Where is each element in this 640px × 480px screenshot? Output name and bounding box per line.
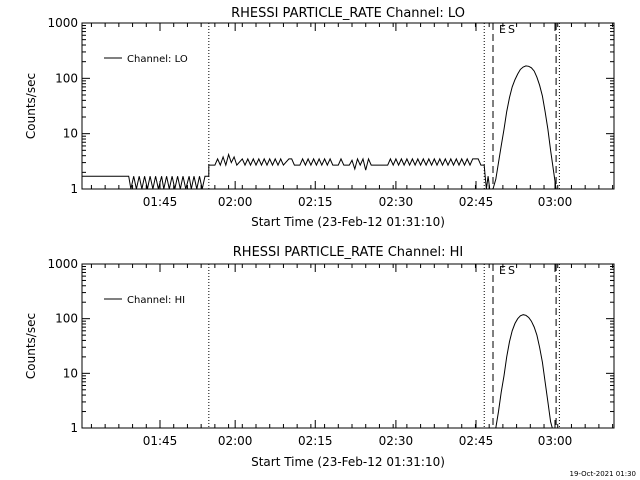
footer-date: 19-Oct-2021 01:30	[570, 470, 636, 478]
panel-hi-ticks: 1 10 100 1000 01:45 02:00 02:15 02:30 02:45 03:00	[47, 257, 614, 448]
panel-lo-ticks: 1 10 100 1000 01:45 02:00 02:15 02:30 02:45 03:00	[47, 16, 614, 209]
legend-label-channel-lo: Channel: LO	[127, 54, 188, 65]
x-tick-label-lo: 02:30	[379, 195, 414, 209]
panel-lo-frame	[81, 22, 615, 190]
annotation-s-lo: S	[508, 23, 515, 36]
x-tick-label-hi: 01:45	[143, 434, 178, 448]
x-tick-label-lo: 02:00	[218, 195, 253, 209]
y-tick-label-lo: 100	[55, 71, 78, 85]
panel-lo-xlabel: Start Time (23-Feb-12 01:31:10)	[251, 215, 445, 229]
x-tick-label-lo: 02:15	[298, 195, 333, 209]
x-tick-label-hi: 02:00	[218, 434, 253, 448]
x-tick-label-hi: 02:15	[298, 434, 333, 448]
x-tick-label-lo: 01:45	[143, 195, 178, 209]
y-tick-label-hi: 1000	[47, 257, 78, 271]
panel-lo-ylabel: Counts/sec	[24, 73, 38, 139]
panel-lo-annotation-lines	[208, 23, 560, 189]
panel-lo: RHESSI PARTICLE_RATE Channel: LO 1101001…	[24, 6, 615, 229]
y-tick-label-lo: 1	[70, 182, 78, 196]
x-tick-label-hi: 03:00	[538, 434, 573, 448]
x-tick-label-lo: 02:45	[459, 195, 494, 209]
x-tick-label-hi: 02:45	[459, 434, 494, 448]
y-tick-label-hi: 100	[55, 312, 78, 326]
y-tick-label-lo: 1000	[47, 16, 78, 30]
y-tick-label-lo: 10	[63, 127, 78, 141]
y-tick-label-hi: 10	[63, 366, 78, 380]
panel-hi-frame	[81, 263, 615, 429]
annotation-s-hi: S	[508, 264, 515, 277]
panel-lo-title: RHESSI PARTICLE_RATE Channel: LO	[231, 6, 465, 21]
panel-hi-title: RHESSI PARTICLE_RATE Channel: HI	[233, 245, 463, 260]
panel-hi-annotation-lines	[208, 264, 560, 428]
panel-hi-xlabel: Start Time (23-Feb-12 01:31:10)	[251, 455, 445, 469]
series-line-channel-lo	[82, 65, 557, 190]
panel-hi-ylabel: Counts/sec	[24, 313, 38, 379]
legend-label-channel-hi: Channel: HI	[127, 295, 185, 306]
annotation-e-lo: E	[499, 23, 506, 36]
panel-hi: RHESSI PARTICLE_RATE Channel: HI 1101001…	[24, 245, 615, 469]
series-line-channel-hi	[495, 314, 553, 429]
y-tick-label-hi: 1	[70, 421, 78, 435]
annotation-e-hi: E	[499, 264, 506, 277]
x-tick-label-lo: 03:00	[538, 195, 573, 209]
x-tick-label-hi: 02:30	[379, 434, 414, 448]
